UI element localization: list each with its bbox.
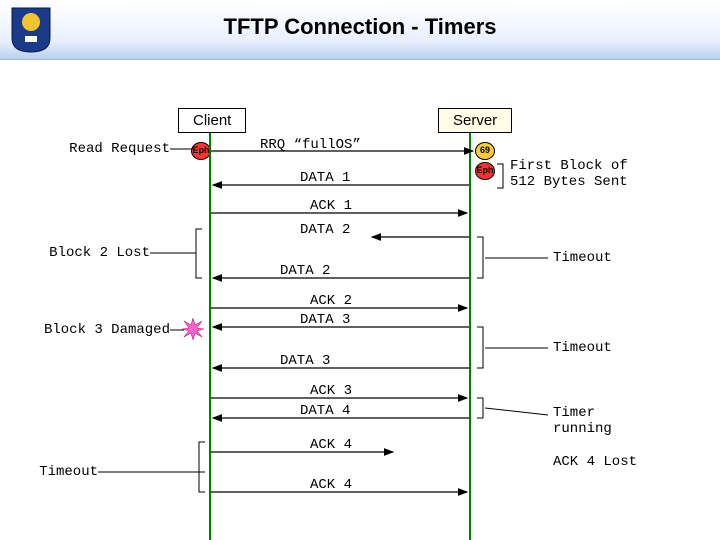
label-block2-lost: Block 2 Lost (10, 245, 150, 261)
msg-data1: DATA 1 (300, 170, 350, 186)
label-timeout1: Timeout (553, 250, 612, 266)
msg-ack4a: ACK 4 (310, 437, 352, 453)
damage-starburst-icon (182, 318, 204, 340)
msg-data2b: DATA 2 (280, 263, 330, 279)
msg-data3b: DATA 3 (280, 353, 330, 369)
slide-title: TFTP Connection - Timers (0, 14, 720, 40)
label-first-block: First Block of 512 Bytes Sent (510, 158, 628, 190)
msg-rrq: RRQ “fullOS” (260, 137, 361, 153)
label-timer-running: Timer running (553, 405, 612, 437)
msg-ack4b: ACK 4 (310, 477, 352, 493)
slide-header: TFTP Connection - Timers (0, 0, 720, 60)
server-port-eph: Eph (475, 162, 495, 180)
server-lifeline (469, 133, 471, 540)
server-box: Server (438, 108, 512, 133)
msg-data2a: DATA 2 (300, 222, 350, 238)
label-ack4-lost: ACK 4 Lost (553, 454, 637, 470)
msg-ack3: ACK 3 (310, 383, 352, 399)
slide: { "title": "TFTP Connection - Timers", "… (0, 0, 720, 540)
msg-ack1: ACK 1 (310, 198, 352, 214)
label-block3-damaged: Block 3 Damaged (0, 322, 170, 338)
label-timeout-left: Timeout (10, 464, 98, 480)
label-read-request: Read Request (30, 141, 170, 157)
client-box: Client (178, 108, 246, 133)
server-port-69: 69 (475, 142, 495, 160)
msg-ack2: ACK 2 (310, 293, 352, 309)
msg-data3a: DATA 3 (300, 312, 350, 328)
client-port-eph: Eph (191, 142, 211, 160)
label-timeout2: Timeout (553, 340, 612, 356)
msg-data4: DATA 4 (300, 403, 350, 419)
client-lifeline (209, 133, 211, 540)
